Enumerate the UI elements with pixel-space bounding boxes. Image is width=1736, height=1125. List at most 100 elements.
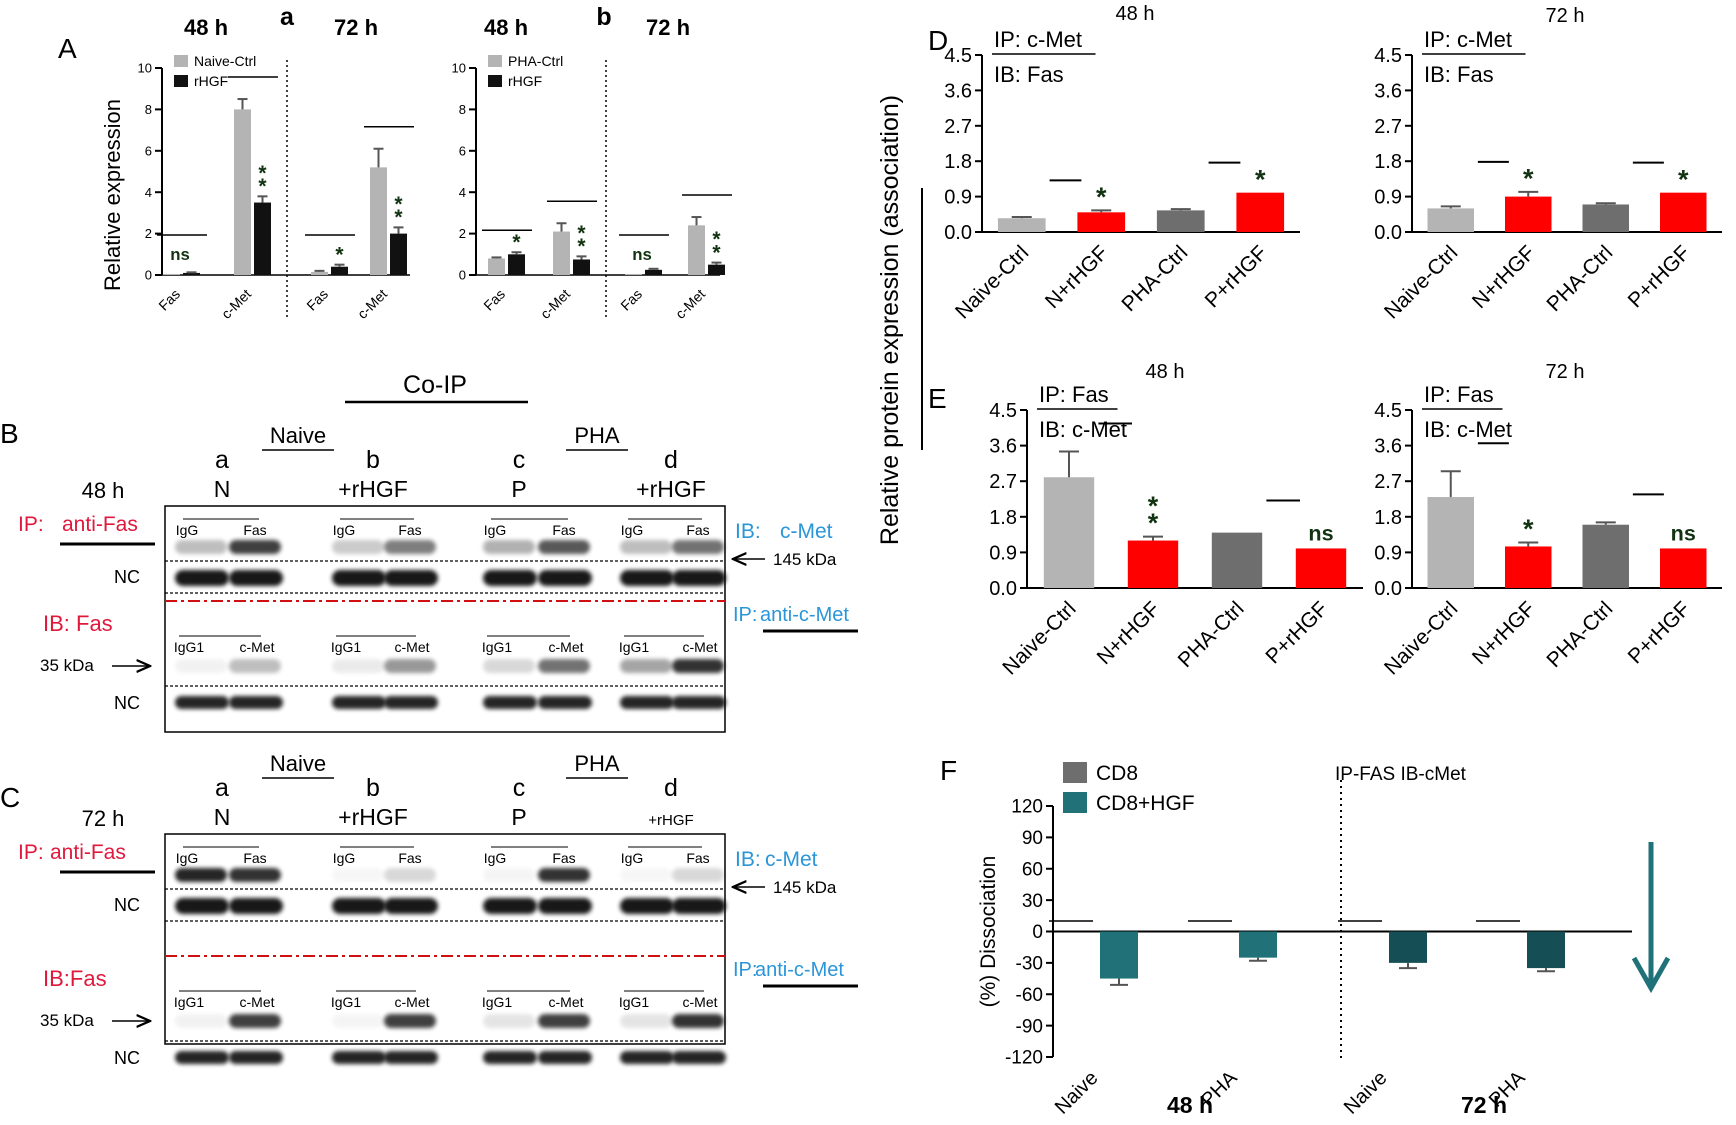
- chart-A-b-legend-swatch: [488, 75, 502, 87]
- chart-D-48-ib-label: IB: Fas: [994, 62, 1064, 87]
- chart-A-a-bar: [163, 273, 180, 275]
- blot-C-frame: [164, 833, 726, 1045]
- blot-B-band: [332, 540, 384, 554]
- blot-C-time: 72 h: [82, 806, 125, 831]
- chart-A-a-category-label: c-Met: [218, 286, 254, 322]
- chart-E-72-y-tick-label: 0.9: [1374, 542, 1402, 564]
- chart-A-a-y-tick-label: 0: [145, 268, 152, 283]
- chart-A-a-y-tick-label: 4: [145, 185, 152, 200]
- blot-B-time: 48 h: [82, 478, 125, 503]
- chart-A-a-bar: [254, 202, 271, 275]
- blot-B-nc-band: [175, 696, 229, 709]
- blot-B-nc-label: NC: [114, 567, 140, 587]
- blot-B-lane-sublabel: IgG1: [619, 639, 650, 655]
- chart-E-72-y-tick-label: 4.5: [1374, 400, 1402, 422]
- ylabel-a: Relative expression: [100, 99, 125, 291]
- blot-C-band: [332, 1014, 384, 1028]
- blot-B-band: [175, 659, 227, 673]
- chart-A-b-bar: [708, 264, 725, 275]
- chart-A-a-legend-swatch: [174, 55, 188, 67]
- blot-C-band: [538, 868, 590, 882]
- blot-B-group-label: Naive: [270, 423, 326, 448]
- blot-B-nc-label: NC: [114, 693, 140, 713]
- chart-E-48-y-tick-label: 3.6: [989, 436, 1017, 458]
- chart-E-48-category-label: N+rHGF: [1093, 597, 1165, 669]
- chart-D-48-bar: [997, 218, 1046, 232]
- chart-F-annotation: IP-FAS IB-cMet: [1335, 764, 1467, 785]
- blot-C-nc-band: [620, 1051, 674, 1064]
- chart-D-72-title: 72 h: [1546, 5, 1585, 27]
- blot-B-nc-band: [672, 570, 726, 586]
- blot-B-band: [229, 540, 281, 554]
- blot-B-lane-sublabel: Fas: [552, 522, 575, 538]
- blot-B-lane-sublabel: IgG1: [174, 639, 205, 655]
- blot-C-band: [483, 868, 535, 882]
- chart-F-bar: [1527, 931, 1565, 969]
- blot-C-lane-sublabel: c-Met: [549, 994, 584, 1010]
- blot-B-lane-letter: b: [366, 446, 380, 474]
- chart-A-a-bar: [331, 266, 348, 275]
- blot-B-band: [538, 540, 590, 554]
- chart-A-a: 0 2 4 6 8 10 Naive-Ctrl rHGF 48 h a 72 h Fas ns c-Met…: [138, 3, 414, 322]
- blot-C-lane-sublabel: Fas: [398, 850, 421, 866]
- blot-C-band: [229, 1014, 281, 1028]
- chart-E-72-significance: *: [1523, 514, 1534, 544]
- co-ip-label: Co-IP: [403, 371, 467, 399]
- chart-D-48-bar: [1077, 212, 1126, 232]
- chart-D-48-title: 48 h: [1116, 3, 1155, 25]
- blot-C-band: [620, 868, 672, 882]
- panel-letter-f: F: [940, 755, 957, 786]
- blot-B-nc-band: [229, 696, 283, 709]
- chart-E-48-bar: [1295, 548, 1347, 588]
- chart-E-72-bar: [1582, 524, 1629, 588]
- blot-C-lane-sublabel: Fas: [243, 850, 266, 866]
- blot-C-nc-band: [538, 898, 592, 914]
- chart-E-72-bar: [1660, 548, 1707, 588]
- chart-E-48-significance: *: [1148, 491, 1159, 521]
- chart-A-a-y-tick-label: 2: [145, 226, 152, 241]
- chart-D-48-category-label: Naive-Ctrl: [951, 241, 1033, 323]
- chart-E-72-y-tick-label: 2.7: [1374, 471, 1402, 493]
- blot-C-band: [229, 868, 281, 882]
- chart-F-down-arrow-head: [1631, 956, 1671, 994]
- chart-A-a-significance: *: [258, 162, 267, 185]
- blot-C-nc-label: NC: [114, 1048, 140, 1068]
- chart-E-48-category-label: P+rHGF: [1261, 597, 1332, 668]
- chart-A-b-bar: [625, 273, 642, 275]
- chart-A-b-legend-label: rHGF: [508, 73, 542, 89]
- chart-D-72: 0.0 0.9 1.8 2.7 3.6 4.5 72 h IP: c-Met IB: Fas Na…: [1374, 5, 1722, 324]
- chart-E-48-ib-label: IB: c-Met: [1039, 417, 1127, 442]
- chart-E-72-y-tick-label: 3.6: [1374, 436, 1402, 458]
- chart-F-legend-label: CD8: [1096, 762, 1138, 785]
- blot-B-ib-right-target: c-Met: [780, 520, 833, 543]
- chart-A-b-bar: [573, 259, 590, 275]
- blot-B-nc-band: [672, 696, 726, 709]
- blot-C-lane-letter: c: [513, 774, 526, 802]
- blot-C-lane-name: P: [511, 804, 526, 830]
- blot-C-ib-left: IB:Fas: [43, 966, 107, 991]
- blot-C-lane-name: N: [214, 804, 231, 830]
- chart-F-y-tick-label: -120: [1005, 1048, 1043, 1069]
- chart-A-b-significance: *: [577, 222, 586, 245]
- blot-C-lane-sublabel: IgG1: [331, 994, 362, 1010]
- blot-C-lane-sublabel: Fas: [686, 850, 709, 866]
- blot-B-band: [384, 540, 436, 554]
- chart-F-group-label: 48 h: [1167, 1092, 1213, 1118]
- chart-A-a-category-label: Fas: [303, 286, 331, 314]
- chart-A-b-category-label: c-Met: [537, 286, 573, 322]
- blot-B-nc-band: [620, 570, 674, 586]
- chart-D-72-significance: *: [1678, 164, 1689, 194]
- chart-F-bar: [1100, 931, 1138, 979]
- chart-A-a-bar: [183, 272, 200, 275]
- chart-D-48-y-tick-label: 1.8: [944, 151, 972, 173]
- chart-D-72-significance: *: [1523, 163, 1534, 193]
- blot-B-ib-right-prefix: IB:: [735, 520, 761, 543]
- blot-C-nc-band: [483, 898, 537, 914]
- chart-F-y-tick-label: 30: [1022, 891, 1043, 912]
- blot-B-nc-band: [384, 696, 438, 709]
- blot-B-nc-band: [332, 570, 386, 586]
- blot-C-nc-band: [672, 1051, 726, 1064]
- chart-F-y-tick-label: 0: [1032, 922, 1043, 943]
